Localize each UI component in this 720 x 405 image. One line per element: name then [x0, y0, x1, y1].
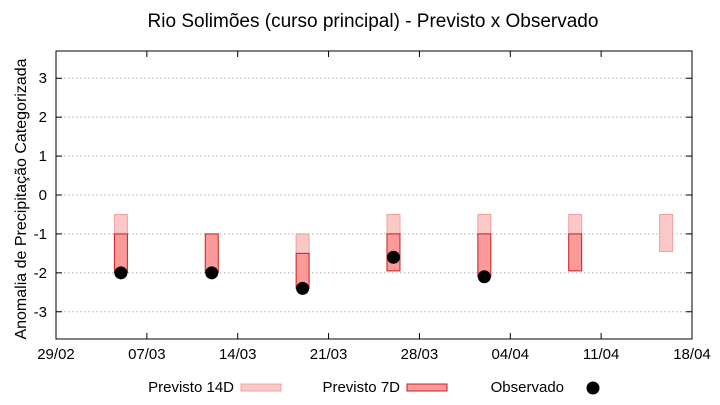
legend-label-previsto-14d: Previsto 14D [148, 379, 234, 396]
x-tick-label: 07/03 [128, 346, 166, 363]
x-tick-label: 18/04 [673, 346, 711, 363]
plot-area: 3 2 1 0 -1 -2 -3 29/02 07/03 14/03 21/03 28/03 04/04… [34, 50, 711, 363]
legend-swatch-previsto-7d [406, 383, 448, 392]
x-tick-label: 14/03 [219, 346, 257, 363]
x-tick-label: 28/03 [401, 346, 439, 363]
x-tick-label: 11/04 [583, 346, 619, 363]
y-tick-label: -1 [34, 226, 47, 243]
y-tick-label: 1 [39, 148, 47, 165]
previsto-14d-bar [477, 213, 492, 235]
legend-swatch-previsto-14d [240, 383, 282, 392]
x-tick-label: 29/02 [37, 346, 75, 363]
observado-point [114, 266, 128, 280]
y-tick-label: -2 [34, 265, 47, 282]
observado-point [296, 281, 310, 295]
observado-point [386, 250, 400, 264]
y-tick-label: 2 [39, 109, 47, 126]
previsto-14d-bar [386, 213, 401, 235]
previsto-14d-bar [568, 213, 583, 235]
previsto-14d-bar [113, 213, 128, 235]
y-tick-label: 3 [39, 70, 47, 87]
plot-border [55, 50, 693, 340]
legend-swatch-observado [586, 381, 600, 395]
x-tick-label: 04/04 [492, 346, 530, 363]
legend-label-previsto-7d: Previsto 7D [322, 379, 400, 396]
observado-point [477, 270, 491, 284]
y-tick-label: -3 [34, 304, 47, 321]
previsto-14d-bar [659, 213, 674, 252]
previsto-14d-bar [295, 233, 310, 254]
observado-point [205, 266, 219, 280]
x-tick-label: 21/03 [310, 346, 348, 363]
previsto-7d-bar [568, 233, 583, 272]
y-tick-label: 0 [39, 187, 47, 204]
legend-label-observado: Observado [491, 379, 564, 396]
chart-title: Rio Solimões (curso principal) - Previst… [148, 11, 599, 32]
legend: Previsto 14D Previsto 7D Observado [148, 379, 600, 396]
y-axis-label: Anomalia de Precipitação Categorizada [13, 58, 30, 339]
